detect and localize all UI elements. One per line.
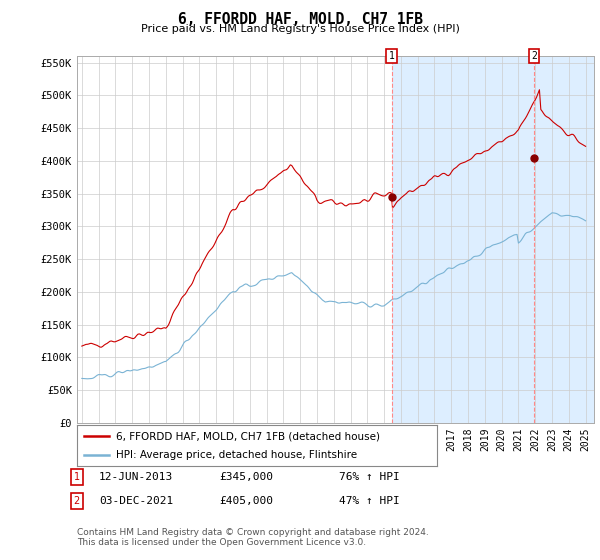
Text: 2: 2 [531, 51, 537, 61]
Text: HPI: Average price, detached house, Flintshire: HPI: Average price, detached house, Flin… [116, 450, 358, 460]
Text: 47% ↑ HPI: 47% ↑ HPI [339, 496, 400, 506]
Text: Contains HM Land Registry data © Crown copyright and database right 2024.
This d: Contains HM Land Registry data © Crown c… [77, 528, 428, 547]
Text: £345,000: £345,000 [219, 472, 273, 482]
Text: 1: 1 [74, 472, 80, 482]
Bar [392, 56, 594, 423]
Text: £405,000: £405,000 [219, 496, 273, 506]
Text: 03-DEC-2021: 03-DEC-2021 [99, 496, 173, 506]
Text: Price paid vs. HM Land Registry's House Price Index (HPI): Price paid vs. HM Land Registry's House … [140, 24, 460, 34]
Text: 6, FFORDD HAF, MOLD, CH7 1FB: 6, FFORDD HAF, MOLD, CH7 1FB [178, 12, 422, 27]
Text: 1: 1 [389, 51, 395, 61]
Text: 6, FFORDD HAF, MOLD, CH7 1FB (detached house): 6, FFORDD HAF, MOLD, CH7 1FB (detached h… [116, 431, 380, 441]
Text: 2: 2 [74, 496, 80, 506]
Text: 12-JUN-2013: 12-JUN-2013 [99, 472, 173, 482]
Text: 76% ↑ HPI: 76% ↑ HPI [339, 472, 400, 482]
